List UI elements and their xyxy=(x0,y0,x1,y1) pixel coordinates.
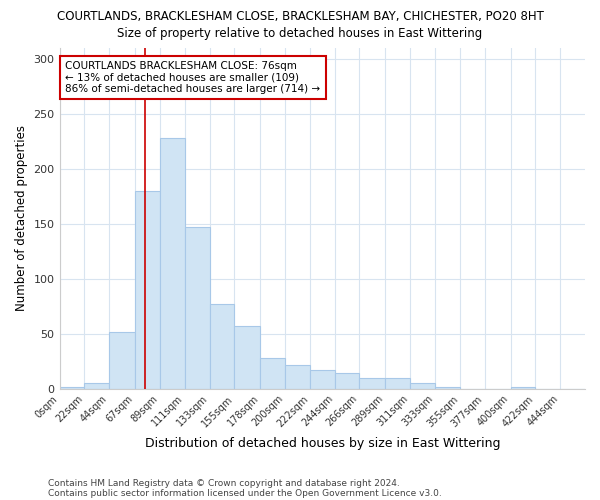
Bar xyxy=(260,358,285,389)
Y-axis label: Number of detached properties: Number of detached properties xyxy=(15,125,28,311)
Bar xyxy=(59,386,85,389)
Bar xyxy=(209,304,235,389)
Bar xyxy=(410,384,435,389)
Bar xyxy=(285,364,310,389)
Bar xyxy=(511,386,535,389)
Text: Contains HM Land Registry data © Crown copyright and database right 2024.: Contains HM Land Registry data © Crown c… xyxy=(48,478,400,488)
Text: COURTLANDS, BRACKLESHAM CLOSE, BRACKLESHAM BAY, CHICHESTER, PO20 8HT: COURTLANDS, BRACKLESHAM CLOSE, BRACKLESH… xyxy=(56,10,544,23)
Bar xyxy=(385,378,410,389)
Text: Contains public sector information licensed under the Open Government Licence v3: Contains public sector information licen… xyxy=(48,488,442,498)
X-axis label: Distribution of detached houses by size in East Wittering: Distribution of detached houses by size … xyxy=(145,437,500,450)
Bar xyxy=(310,370,335,389)
Bar xyxy=(109,332,135,389)
Text: Size of property relative to detached houses in East Wittering: Size of property relative to detached ho… xyxy=(118,28,482,40)
Bar xyxy=(235,326,260,389)
Bar xyxy=(135,190,160,389)
Bar xyxy=(160,138,185,389)
Text: COURTLANDS BRACKLESHAM CLOSE: 76sqm
← 13% of detached houses are smaller (109)
8: COURTLANDS BRACKLESHAM CLOSE: 76sqm ← 13… xyxy=(65,60,320,94)
Bar xyxy=(185,227,209,389)
Bar xyxy=(335,374,359,389)
Bar xyxy=(435,386,460,389)
Bar xyxy=(359,378,385,389)
Bar xyxy=(85,384,109,389)
